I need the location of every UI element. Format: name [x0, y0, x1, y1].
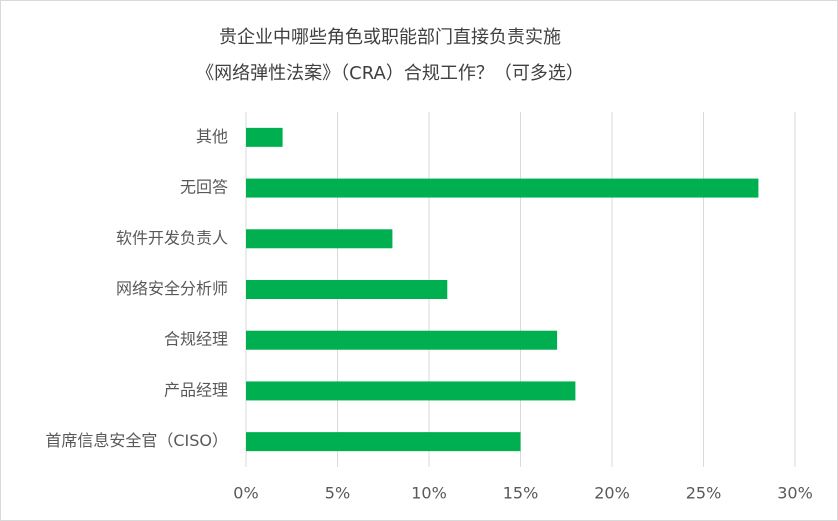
x-tick-label: 0% — [233, 484, 258, 503]
bar — [246, 178, 759, 198]
bar — [246, 381, 576, 401]
y-tick-label: 无回答 — [180, 178, 228, 197]
x-tick-label: 20% — [594, 484, 630, 503]
y-tick-label: 合规经理 — [164, 330, 228, 349]
chart-title: 贵企业中哪些角色或职能部门直接负责实施 — [219, 27, 561, 48]
x-tick-label: 25% — [686, 484, 722, 503]
bar — [246, 330, 558, 350]
y-tick-label: 首席信息安全官（CISO） — [45, 431, 228, 450]
bar — [246, 280, 448, 299]
x-tick-label: 30% — [777, 484, 813, 503]
chart-title: 《网络弹性法案》（CRA）合规工作？（可多选） — [196, 63, 584, 84]
y-tick-label: 其他 — [196, 127, 228, 146]
bar — [246, 432, 521, 452]
bar — [246, 229, 393, 249]
y-tick-label: 产品经理 — [164, 380, 228, 399]
bar — [246, 127, 283, 147]
x-tick-label: 10% — [411, 484, 447, 503]
x-tick-label: 5% — [325, 484, 350, 503]
x-tick-label: 15% — [503, 484, 539, 503]
y-tick-label: 网络安全分析师 — [116, 279, 228, 298]
y-tick-label: 软件开发负责人 — [116, 228, 228, 247]
